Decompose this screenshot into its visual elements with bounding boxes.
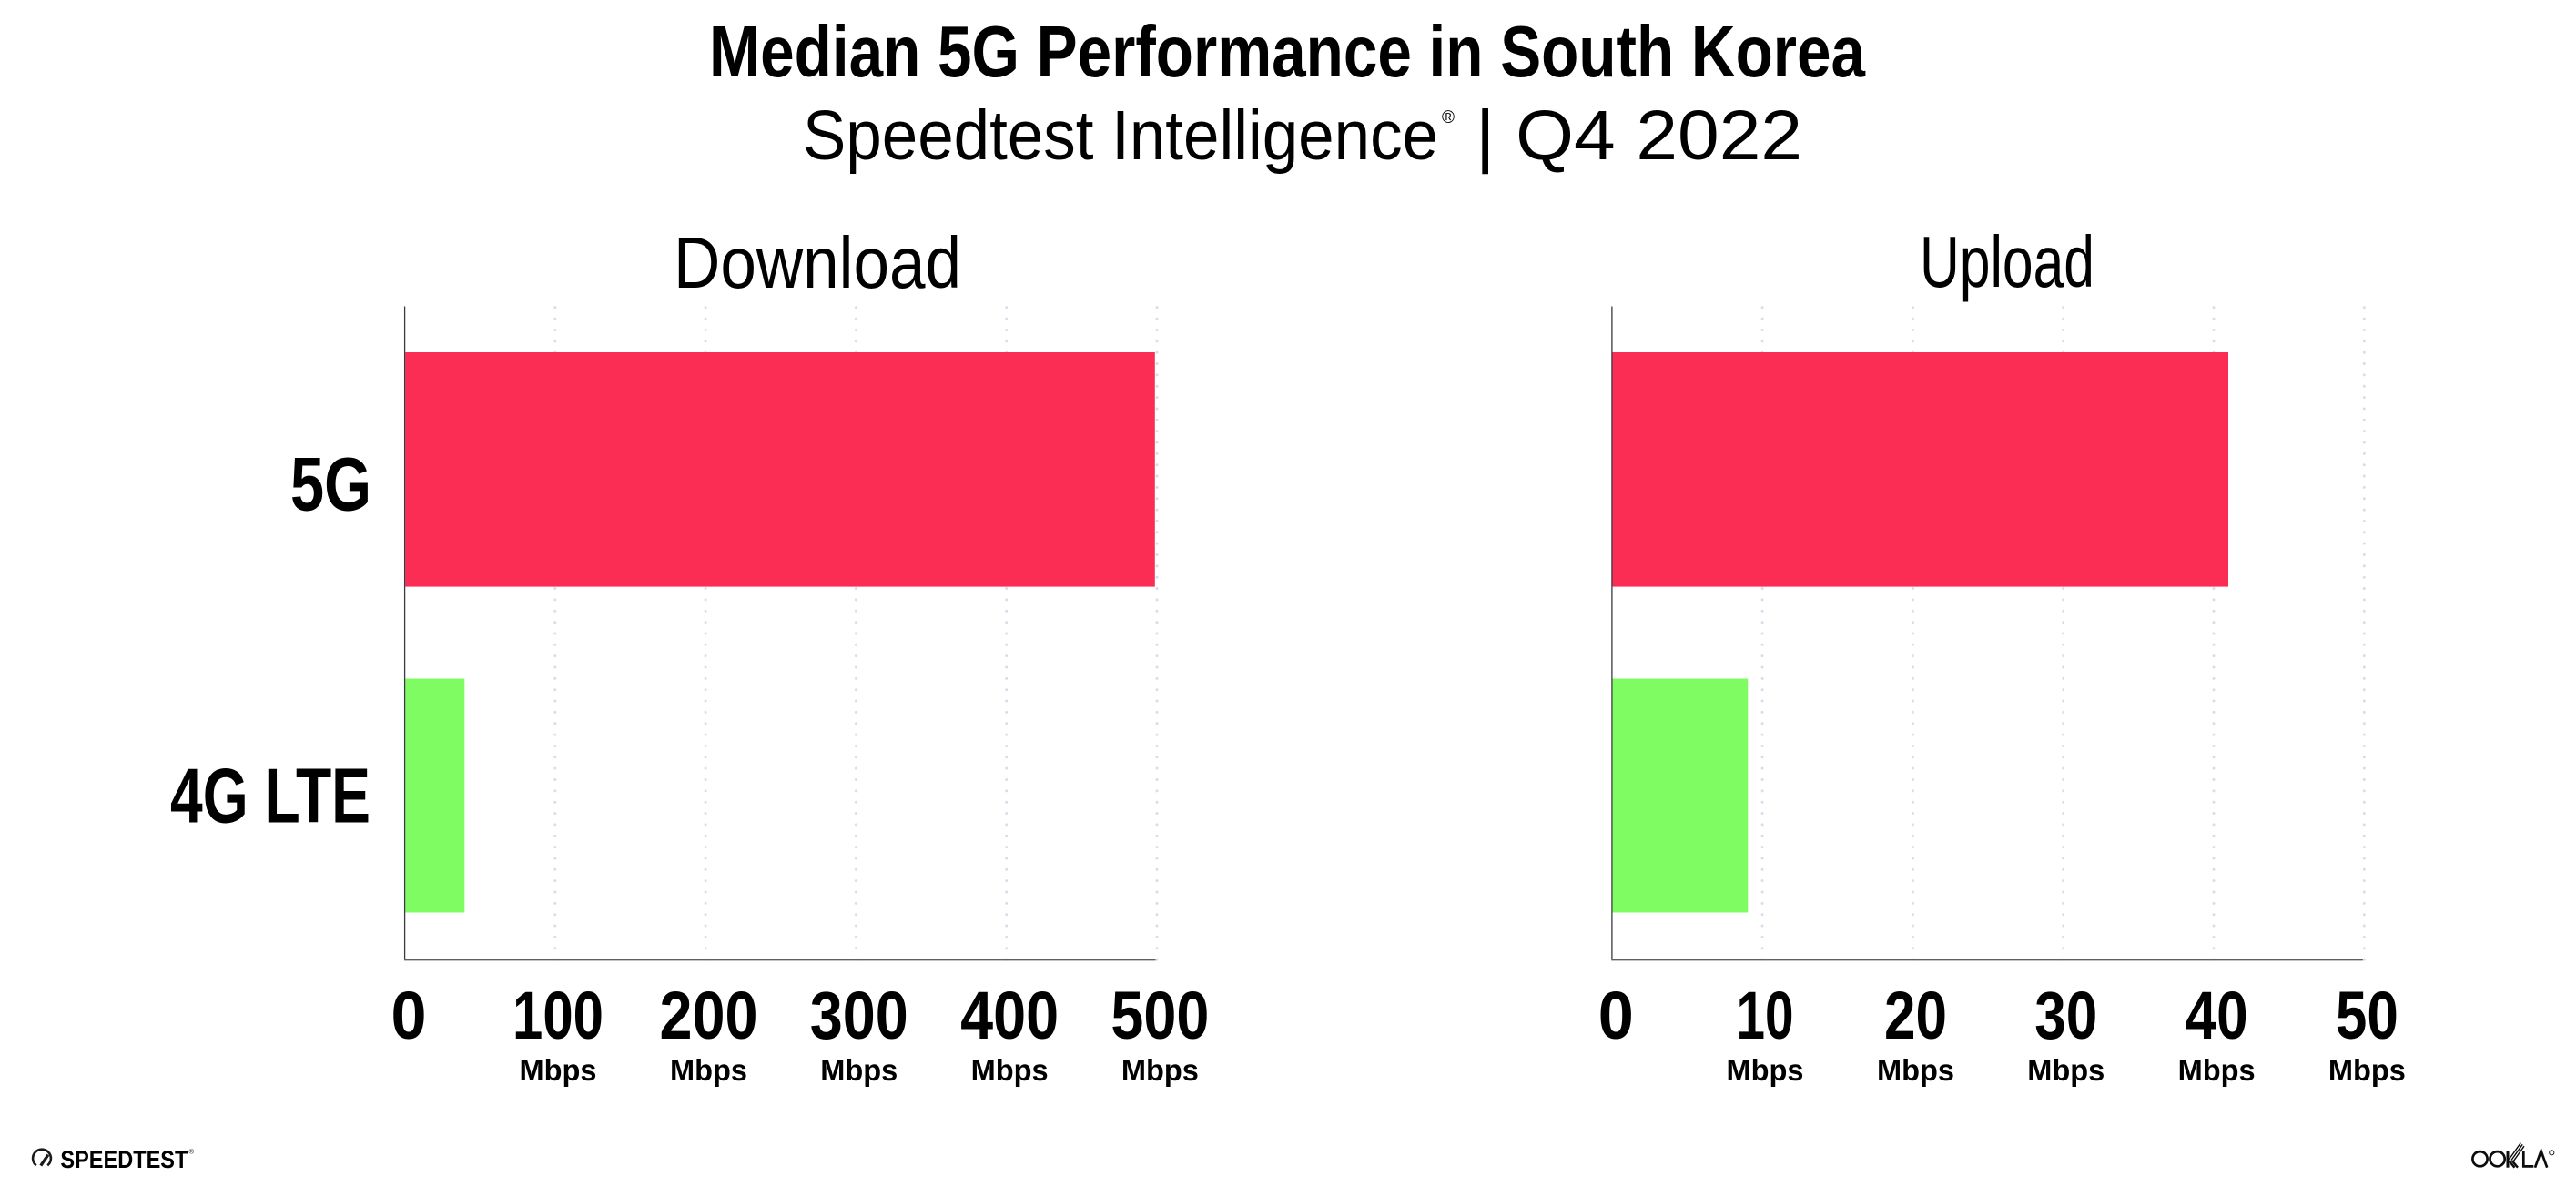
svg-text:®: ® bbox=[189, 1148, 195, 1156]
svg-text:100: 100 bbox=[512, 978, 603, 1053]
svg-text:Mbps: Mbps bbox=[670, 1054, 747, 1088]
svg-text:10: 10 bbox=[1737, 978, 1794, 1053]
svg-text:200: 200 bbox=[660, 978, 758, 1053]
svg-text:Median 5G Performance in South: Median 5G Performance in South Korea bbox=[709, 11, 1865, 92]
svg-text:50: 50 bbox=[2336, 978, 2399, 1053]
svg-text:Mbps: Mbps bbox=[2027, 1054, 2104, 1088]
svg-text:| Q4 2022: | Q4 2022 bbox=[1476, 96, 1802, 175]
svg-text:Download: Download bbox=[674, 222, 961, 303]
svg-text:4G LTE: 4G LTE bbox=[170, 753, 370, 839]
svg-text:Speedtest Intelligence: Speedtest Intelligence bbox=[803, 96, 1438, 175]
svg-text:300: 300 bbox=[810, 978, 908, 1053]
svg-text:0: 0 bbox=[1598, 978, 1634, 1053]
svg-text:Mbps: Mbps bbox=[971, 1054, 1049, 1088]
svg-text:Mbps: Mbps bbox=[520, 1054, 597, 1088]
svg-text:30: 30 bbox=[2034, 978, 2097, 1053]
svg-text:20: 20 bbox=[1884, 978, 1947, 1053]
svg-text:Mbps: Mbps bbox=[2178, 1054, 2256, 1088]
svg-text:Mbps: Mbps bbox=[2328, 1054, 2406, 1088]
svg-text:Mbps: Mbps bbox=[820, 1054, 898, 1088]
svg-text:5G: 5G bbox=[290, 441, 371, 526]
svg-text:0: 0 bbox=[391, 978, 427, 1053]
svg-text:500: 500 bbox=[1111, 978, 1209, 1053]
svg-text:40: 40 bbox=[2186, 978, 2248, 1053]
svg-text:Mbps: Mbps bbox=[1121, 1054, 1199, 1088]
svg-text:Mbps: Mbps bbox=[1877, 1054, 1954, 1088]
svg-text:SPEEDTEST: SPEEDTEST bbox=[60, 1146, 188, 1173]
svg-text:®: ® bbox=[1442, 108, 1455, 127]
svg-text:Mbps: Mbps bbox=[1727, 1054, 1804, 1088]
svg-text:Upload: Upload bbox=[1920, 221, 2094, 302]
svg-text:400: 400 bbox=[960, 978, 1059, 1053]
